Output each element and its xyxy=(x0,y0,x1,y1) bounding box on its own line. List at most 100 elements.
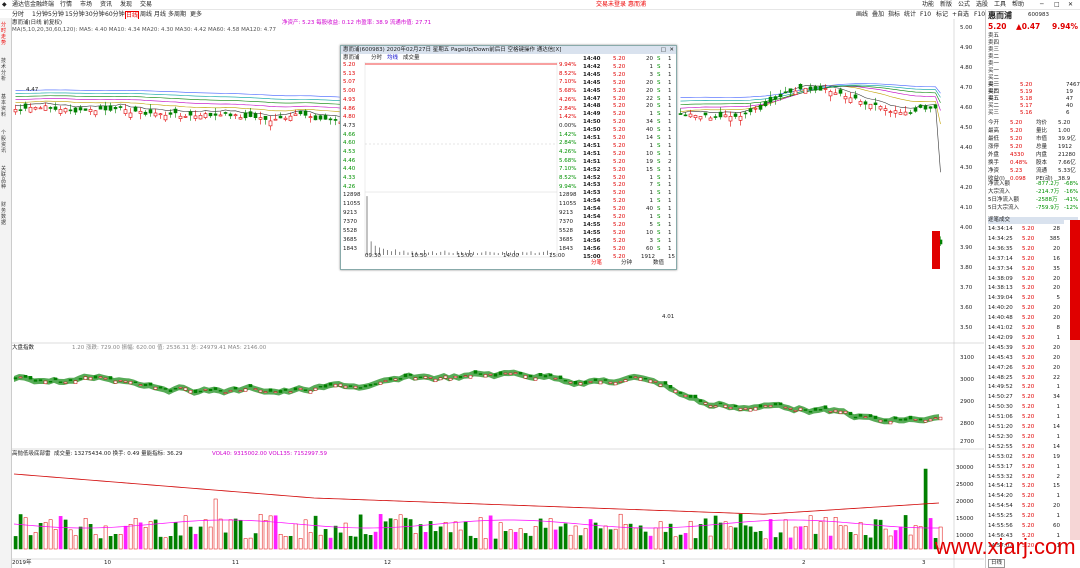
candle-body xyxy=(238,117,243,120)
minimize-icon[interactable]: ─ xyxy=(1040,1,1044,8)
menu-gongju[interactable]: 工具 xyxy=(994,1,1007,8)
popup-price-label: 5.13 xyxy=(343,70,356,77)
stat-label2: 总量 xyxy=(1036,144,1048,150)
volume-bar xyxy=(438,526,443,550)
tool-diejia[interactable]: 叠加 xyxy=(872,11,885,18)
deal-price: 5.20 xyxy=(1022,364,1035,371)
deal-time: 14:55:25 xyxy=(988,513,1013,520)
price-tick: 3.90 xyxy=(960,245,973,251)
index-candle xyxy=(268,388,273,392)
popup-minute-chart[interactable] xyxy=(341,62,581,262)
popup-tab-junxian[interactable]: 均线 xyxy=(387,55,399,61)
menu-shichang[interactable]: 市场 xyxy=(80,1,93,8)
volume-bar xyxy=(893,530,898,550)
popup-tab-fenshi[interactable]: 分时 xyxy=(371,55,383,61)
period-15min[interactable]: 15分钟 xyxy=(65,11,85,18)
menu-hangqing[interactable]: 行情 xyxy=(60,1,73,8)
volume-bar xyxy=(923,468,928,550)
menu-zixun[interactable]: 资讯 xyxy=(100,1,113,8)
deal-price: 5.20 xyxy=(1022,414,1035,421)
tool-f10-2[interactable]: F10 xyxy=(974,11,986,18)
candle-body xyxy=(853,94,858,99)
intraday-popup[interactable]: 惠而浦(600983) 2020年02月27日 星期五 PageUp/Down前… xyxy=(340,45,677,270)
period-more[interactable]: 更多 xyxy=(190,11,203,18)
nav-zixun[interactable]: 个股资讯 xyxy=(1,130,7,154)
index-candle xyxy=(628,376,633,379)
period-monthly[interactable]: 月线 xyxy=(154,11,167,18)
candle-body xyxy=(133,106,138,112)
tool-tongji[interactable]: 统计 xyxy=(904,11,917,18)
volume-bar xyxy=(333,525,338,550)
popup-footer-fenbi[interactable]: 分笔 xyxy=(591,260,603,266)
candle-body xyxy=(123,109,128,114)
bottom-tab-daily[interactable]: 日线 xyxy=(988,559,1006,568)
tick-side: S xyxy=(657,127,661,134)
tick-vol: 3 xyxy=(649,237,654,244)
popup-footer-shuzhi[interactable]: 数值 xyxy=(653,260,665,266)
deal-price: 5.20 xyxy=(1022,394,1035,401)
popup-close-icon[interactable]: ✕ xyxy=(669,47,674,53)
period-weekly[interactable]: 周线 xyxy=(140,11,153,18)
menu-bangzhu[interactable]: 帮助 xyxy=(1012,1,1025,8)
popup-pct-label: 5.68% xyxy=(559,157,577,164)
deal-time: 14:40:20 xyxy=(988,305,1013,312)
menu-gongshi[interactable]: 公式 xyxy=(958,1,971,8)
volume-bar xyxy=(273,515,278,550)
menu-app[interactable]: 通达信金融终端 xyxy=(12,1,55,8)
deal-vol: 22 xyxy=(1053,374,1060,381)
popup-title: 惠而浦(600983) 2020年02月27日 星期五 PageUp/Down前… xyxy=(343,47,562,53)
index-candle xyxy=(903,418,908,421)
popup-titlebar[interactable]: 惠而浦(600983) 2020年02月27日 星期五 PageUp/Down前… xyxy=(341,46,676,54)
candle-body xyxy=(223,112,228,114)
tick-side: S xyxy=(657,206,661,213)
stat-value2: 21280 xyxy=(1058,152,1076,158)
tick-side: S xyxy=(657,63,661,70)
maximize-icon[interactable]: □ xyxy=(1054,1,1060,8)
kline-chart-svg[interactable] xyxy=(12,19,984,568)
nav-caiwu[interactable]: 财务数据 xyxy=(1,202,7,226)
popup-tab-volume[interactable]: 成交量 xyxy=(403,55,420,61)
tick-time: 14:40 xyxy=(583,56,601,62)
popup-price-label: 4.26 xyxy=(343,183,356,190)
tool-zhibiao[interactable]: 指标 xyxy=(888,11,901,18)
tick-time: 14:50 xyxy=(583,119,601,126)
tool-huaxian[interactable]: 画线 xyxy=(856,11,869,18)
deal-time: 14:42:09 xyxy=(988,334,1013,341)
period-30min[interactable]: 30分钟 xyxy=(85,11,105,18)
popup-footer-fenzhong[interactable]: 分钟 xyxy=(621,260,633,266)
volume-bar xyxy=(718,522,723,550)
nav-fenshi[interactable]: 分时走势 xyxy=(1,22,7,46)
menu-gongneng[interactable]: 功能 xyxy=(922,1,935,8)
volume-bar xyxy=(293,523,298,550)
volume-bar xyxy=(783,519,788,550)
period-fenshi[interactable]: 分时 xyxy=(12,11,25,18)
nav-ziliao[interactable]: 基本资料 xyxy=(1,94,7,118)
popup-max-icon[interactable]: □ xyxy=(660,47,666,53)
idx-tick: 2800 xyxy=(960,421,974,427)
index-candle xyxy=(293,387,298,391)
deal-time: 14:55:56 xyxy=(988,523,1013,529)
index-band xyxy=(14,369,939,425)
menu-faxian[interactable]: 发现 xyxy=(120,1,133,8)
tool-add-watchlist[interactable]: +自选 xyxy=(952,11,970,18)
tool-f10[interactable]: F10 xyxy=(920,11,932,18)
period-5min[interactable]: 5分钟 xyxy=(48,11,64,18)
tick-time: 14:49 xyxy=(583,111,601,118)
deal-price: 5.20 xyxy=(1022,443,1035,450)
login-status[interactable]: 交易未登录 xyxy=(596,1,627,8)
menu-xuangu[interactable]: 选股 xyxy=(976,1,989,8)
close-icon[interactable]: ✕ xyxy=(1068,1,1074,8)
menu-jiaoyi[interactable]: 交易 xyxy=(140,1,153,8)
volume-bar xyxy=(863,535,868,550)
popup-pct-label: 8.52% xyxy=(559,70,577,77)
tool-biaoji[interactable]: 标记 xyxy=(936,11,949,18)
candle-body xyxy=(718,111,723,118)
menu-xinban[interactable]: 新版 xyxy=(940,1,953,8)
period-1min[interactable]: 1分钟 xyxy=(32,11,48,18)
period-multi[interactable]: 多周期 xyxy=(168,11,187,18)
period-60min[interactable]: 60分钟 xyxy=(105,11,125,18)
nav-jishu[interactable]: 技术分析 xyxy=(1,58,7,82)
candle-body xyxy=(263,115,268,120)
nav-guanlian[interactable]: 关联品种 xyxy=(1,166,7,190)
price-tick: 3.70 xyxy=(960,285,973,291)
